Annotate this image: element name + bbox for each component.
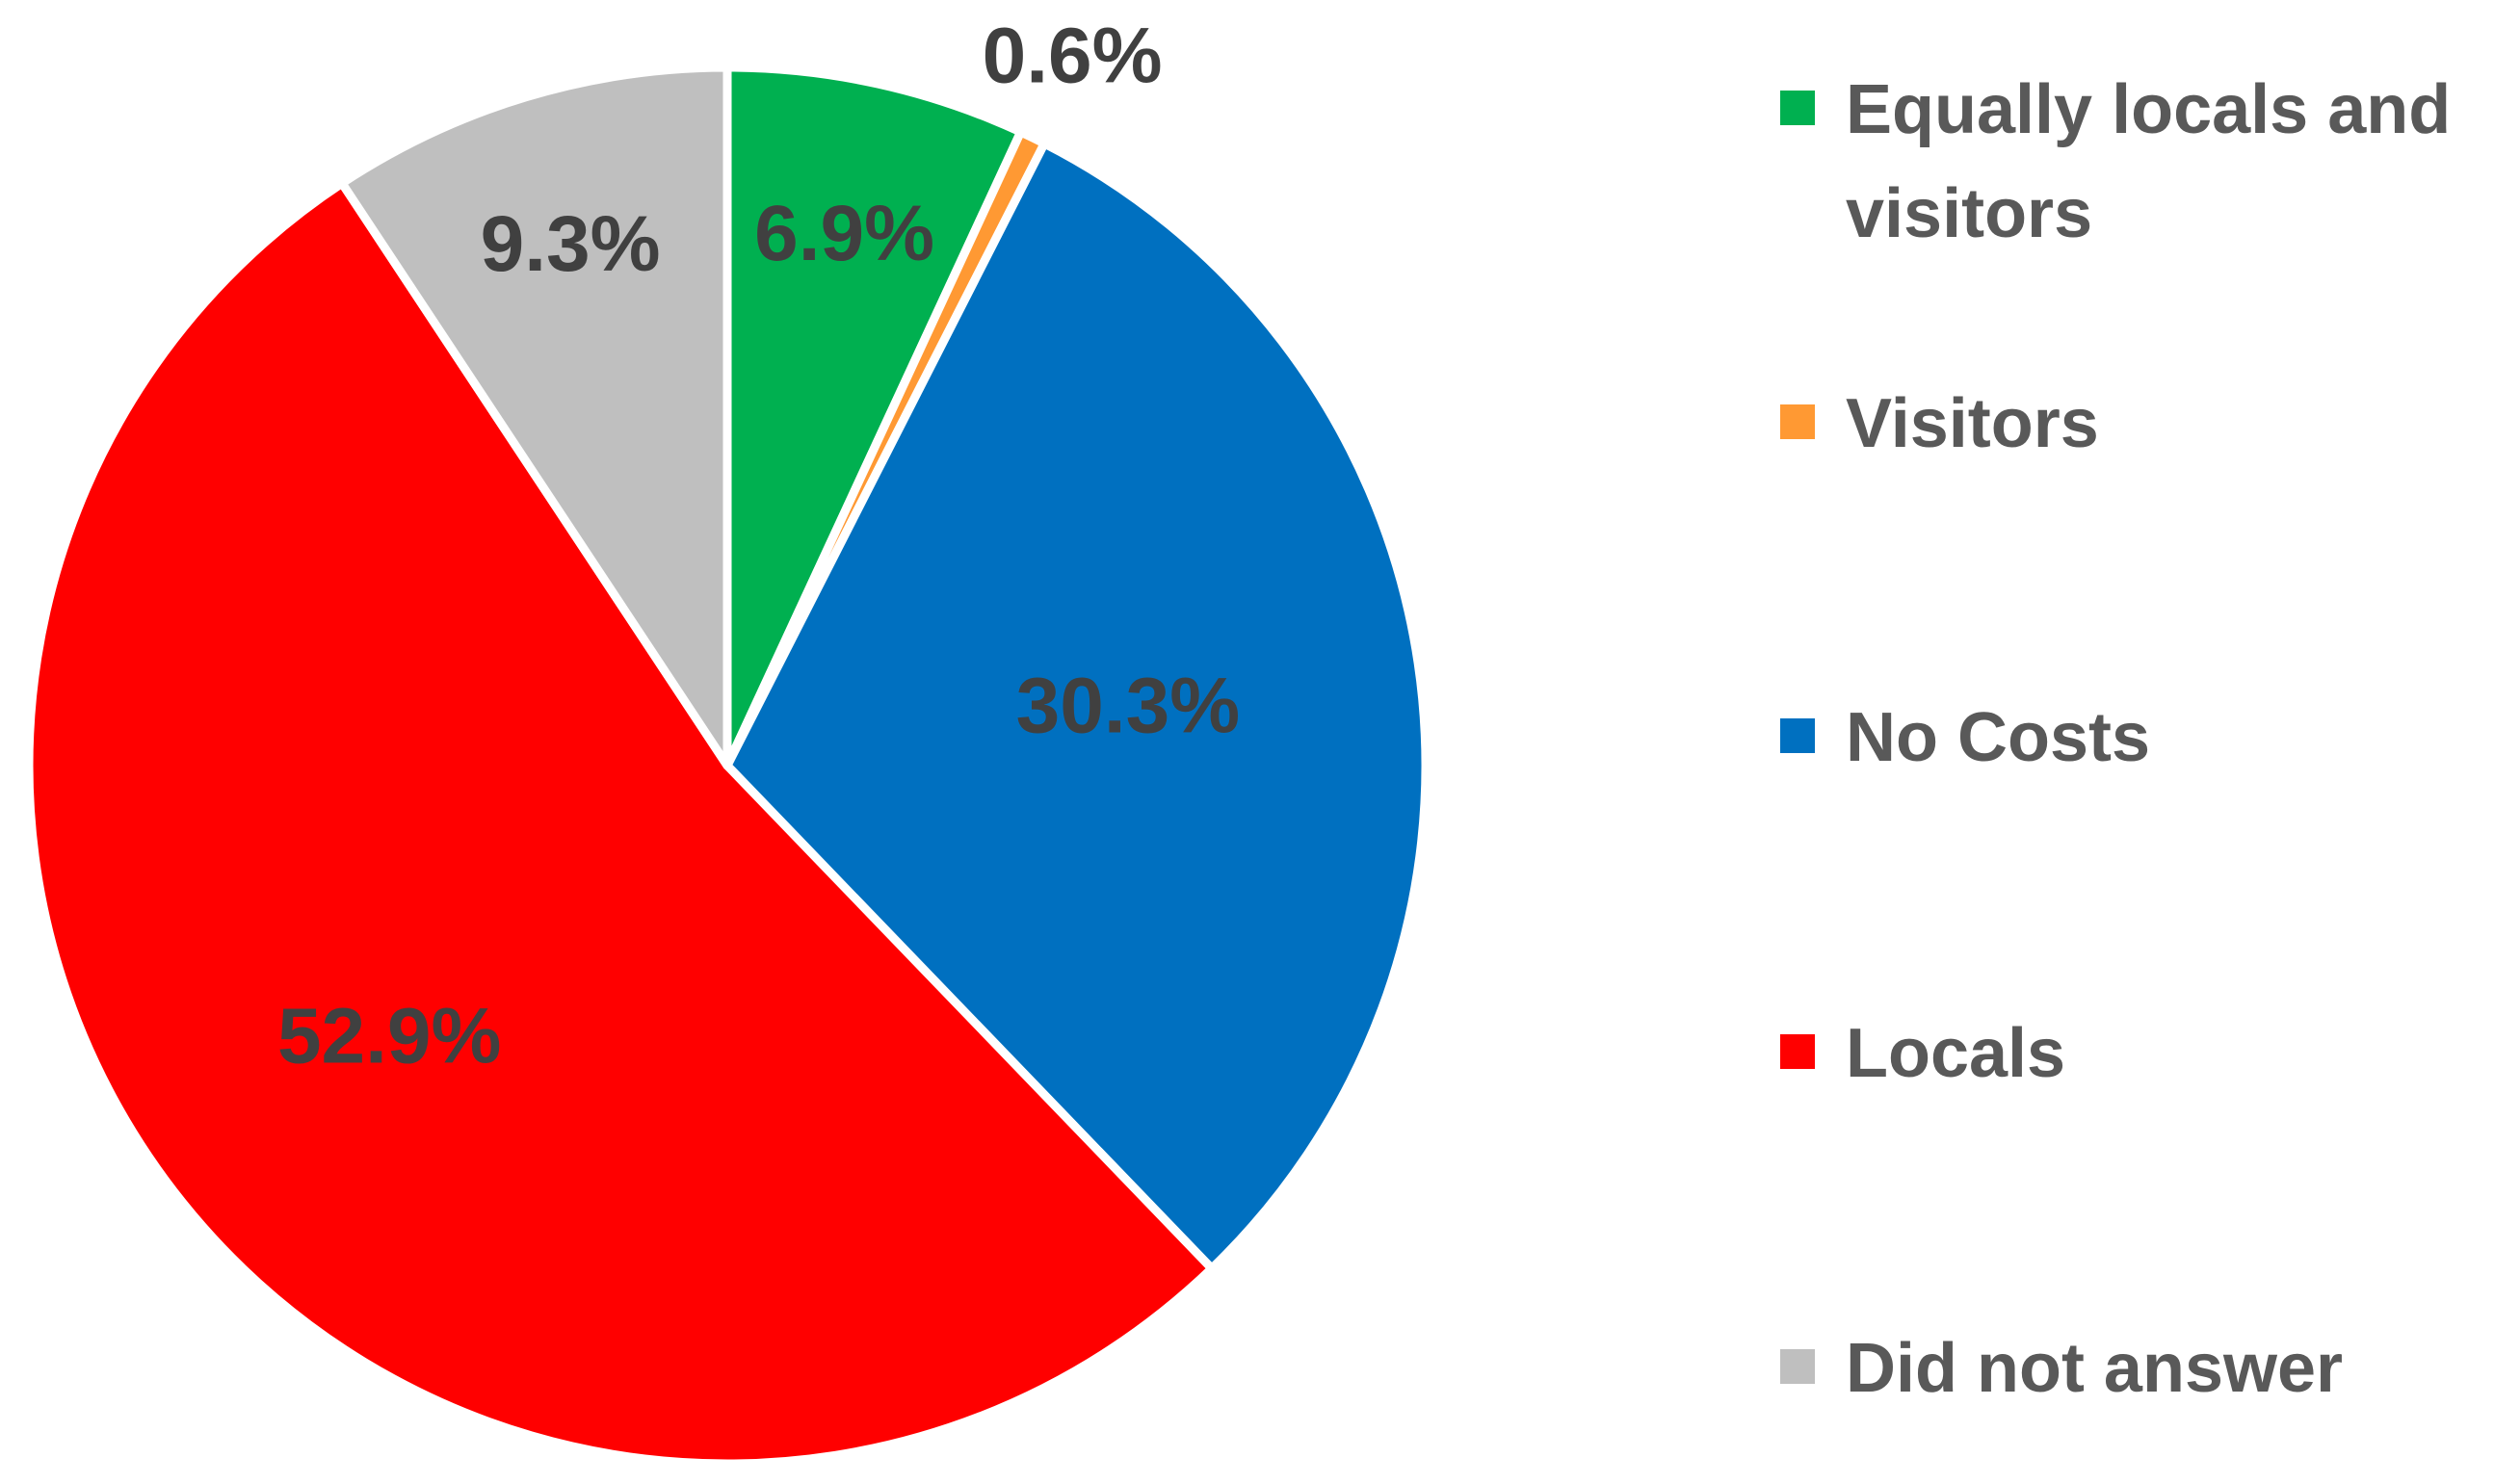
data-label-did-not-answer: 9.3% [481,200,661,288]
pie-slices [24,63,1431,1469]
data-label-visitors: 0.6% [983,13,1163,100]
legend-label: No Costs [1846,699,2151,776]
pie-slice-no-costs [722,139,1431,1273]
pie-data-labels: 6.9% 0.6% 30.3% 52.9% 9.3% [277,13,1240,1080]
pie-slice-did-not-answer [337,63,732,770]
legend-item-equally-locals-and-visitors: Equally locals and visitors [1780,58,2462,266]
legend-item-visitors: Visitors [1780,372,2462,476]
legend-label: Locals [1846,1015,2066,1092]
pie-plot-area: 6.9% 0.6% 30.3% 52.9% 9.3% [24,12,1431,1469]
data-label-equally-locals-and-visitors: 6.9% [754,190,934,277]
legend-label: Did not answer [1846,1330,2344,1407]
data-label-locals: 52.9% [277,993,502,1080]
legend-label: Equally locals and visitors [1846,71,2452,252]
legend-swatch [1780,718,1815,753]
legend-item-did-not-answer: Did not answer [1780,1316,2462,1420]
legend-swatch [1780,404,1815,439]
legend-item-locals: Locals [1780,1002,2462,1106]
legend-swatch [1780,1034,1815,1069]
legend-item-no-costs: No Costs [1780,686,2462,790]
legend-swatch [1780,1349,1815,1384]
pie-slice-locals [24,178,1217,1469]
pie-slice-equally-locals-and-visitors [722,63,1026,770]
data-label-no-costs: 30.3% [1016,663,1241,750]
legend-swatch [1780,91,1815,125]
legend-label: Visitors [1846,385,2099,462]
